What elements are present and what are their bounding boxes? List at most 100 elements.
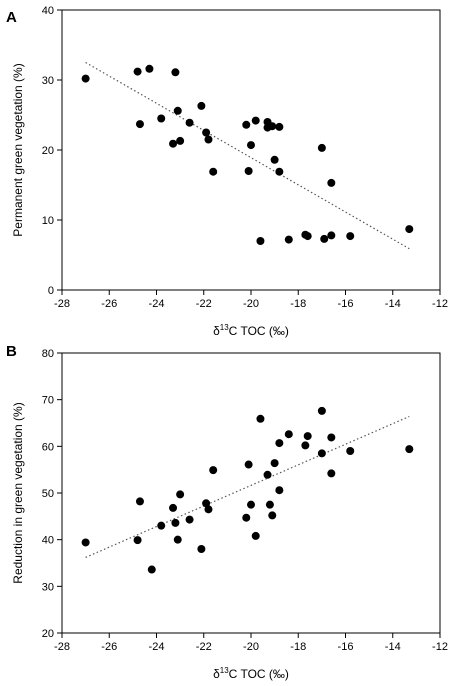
chart-1-x-axis-label: δ13C TOC (‰) [213, 323, 289, 338]
chart-2-plot-frame [61, 352, 441, 634]
chart-2-data-point [171, 518, 180, 527]
chart-2-x-axis-label-superscript: 13 [220, 666, 229, 675]
chart-2-data-point [275, 486, 284, 495]
chart-1-x-tick-label: -26 [101, 298, 117, 310]
chart-2-data-point [244, 460, 253, 469]
chart-1-data-point [171, 68, 180, 77]
chart-1-data-point [242, 120, 251, 129]
chart-1: A -28 -26 -24 -22 -20 -18 -16 -14 -12 0 10 20 30 40 δ13… [6, 5, 448, 338]
chart-1-x-tick-label: -20 [243, 298, 259, 310]
chart-1-data-point [133, 67, 142, 76]
chart-1-data-point [405, 225, 414, 234]
chart-1-data-point [185, 118, 194, 127]
chart-2-data-point [185, 515, 194, 524]
chart-2-data-point [169, 503, 178, 512]
chart-2-data-point [270, 459, 279, 468]
chart-2-data-point [256, 414, 265, 423]
chart-1-data-point [320, 234, 329, 243]
chart-1-data-point [202, 128, 211, 137]
chart-2-x-axis-label-suffix: C TOC (‰) [229, 667, 289, 681]
chart-2-data-point [247, 500, 255, 509]
chart-1-data-point [327, 231, 336, 240]
chart-1-x-tick-label: -22 [196, 298, 212, 310]
chart-1-data-point [135, 120, 144, 129]
chart-2-x-axis-label: δ13C TOC (‰) [213, 666, 289, 681]
chart-1-data-point [244, 167, 253, 175]
chart-2-data-point [251, 531, 260, 540]
chart-2-panel-label: B [6, 343, 17, 360]
chart-2-x-tick-label: -28 [54, 641, 70, 653]
chart-2-data-point [268, 511, 277, 520]
chart-2-x-tick-label: -20 [243, 641, 259, 653]
chart-2-data-point [81, 538, 90, 547]
chart-1-y-axis-label: Permanent green vegetation (%) [11, 63, 25, 236]
chart-1-data-point [145, 64, 154, 73]
chart-2-x-axis-label-prefix: δ [213, 667, 220, 681]
chart-1-data-point [275, 122, 284, 131]
chart-2-x-tick-label: -22 [196, 641, 212, 653]
chart-2-y-tick-label: 50 [42, 488, 54, 500]
chart-1-data-point [173, 106, 182, 115]
chart-2-data-point [157, 521, 166, 530]
chart-2-data-point [317, 449, 326, 458]
chart-2-data-point [303, 432, 312, 441]
chart-2-y-axis-label: Reduction in green vegetation (%) [11, 402, 25, 583]
chart-2-y-tick-label: 60 [42, 441, 54, 453]
chart-2-x-tick-label: -14 [385, 641, 401, 653]
chart-1-x-axis-label-prefix: δ [213, 324, 220, 338]
chart-1-data-point [303, 232, 312, 241]
chart-2-data-point [327, 433, 336, 442]
chart-1-x-tick-label: -14 [385, 298, 401, 310]
chart-1-x-tick-label: -24 [149, 298, 165, 310]
chart-1-x-axis-label-superscript: 13 [220, 323, 229, 332]
chart-2-data-point [176, 490, 185, 499]
chart-2-x-tick-label: -12 [432, 641, 448, 653]
chart-2-data-point [346, 447, 355, 455]
chart-2-data-point [317, 406, 326, 415]
chart-1-data-point [81, 74, 90, 83]
chart-2-data-point [327, 469, 336, 478]
chart-2-data-point [173, 535, 182, 544]
chart-1-y-tick-label: 40 [42, 5, 54, 17]
chart-1-data-point [327, 178, 336, 187]
chart-2-data-point [135, 497, 144, 506]
chart-1-y-tick-label: 0 [48, 285, 54, 297]
chart-2: B -28 -26 -24 -22 -20 -18 -16 -14 -12 20 30 40 50 60 70… [6, 343, 448, 681]
chart-2-data-point [133, 536, 142, 545]
chart-1-data-point [204, 135, 213, 144]
chart-1-data-point [209, 167, 218, 176]
chart-2-x-tick-label: -26 [101, 641, 117, 653]
chart-1-x-tick-label: -16 [338, 298, 354, 310]
chart-2-trendline [85, 415, 410, 558]
chart-2-data-point [202, 499, 211, 508]
chart-1-x-tick-label: -12 [432, 298, 448, 310]
chart-2-y-tick-label: 40 [42, 535, 54, 547]
chart-2-data-point [275, 439, 284, 448]
chart-2-y-tick-label: 30 [42, 581, 54, 593]
chart-2-data-point [209, 466, 218, 475]
chart-2-data-point [204, 505, 213, 514]
chart-1-data-point [284, 235, 293, 244]
chart-2-data-point [284, 430, 293, 439]
chart-1-y-tick-label: 30 [42, 75, 54, 87]
chart-2-y-tick-label: 70 [42, 395, 54, 407]
chart-2-data-point [405, 445, 414, 454]
chart-1-data-point [247, 141, 255, 150]
chart-1-panel-label: A [6, 9, 17, 26]
chart-2-x-tick-label: -16 [338, 641, 354, 653]
chart-1-x-tick-label: -28 [54, 298, 70, 310]
chart-1-y-tick-label: 10 [42, 215, 54, 227]
chart-2-data-point [197, 545, 206, 553]
chart-1-data-point [256, 237, 265, 245]
chart-1-data-point [157, 114, 166, 123]
chart-2-x-tick-label: -24 [149, 641, 165, 653]
chart-1-trendline [85, 61, 410, 250]
chart-1-y-tick-label: 20 [42, 145, 54, 157]
chart-1-data-point [176, 136, 185, 145]
chart-1-data-point [268, 122, 277, 131]
chart-1-plot-frame [61, 9, 441, 291]
chart-1-data-point [270, 155, 279, 164]
chart-2-data-point [147, 565, 156, 574]
